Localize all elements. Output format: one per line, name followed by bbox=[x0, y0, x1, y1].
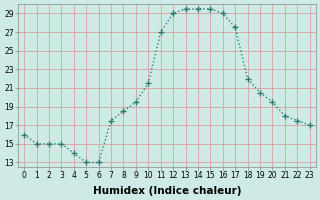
X-axis label: Humidex (Indice chaleur): Humidex (Indice chaleur) bbox=[93, 186, 241, 196]
